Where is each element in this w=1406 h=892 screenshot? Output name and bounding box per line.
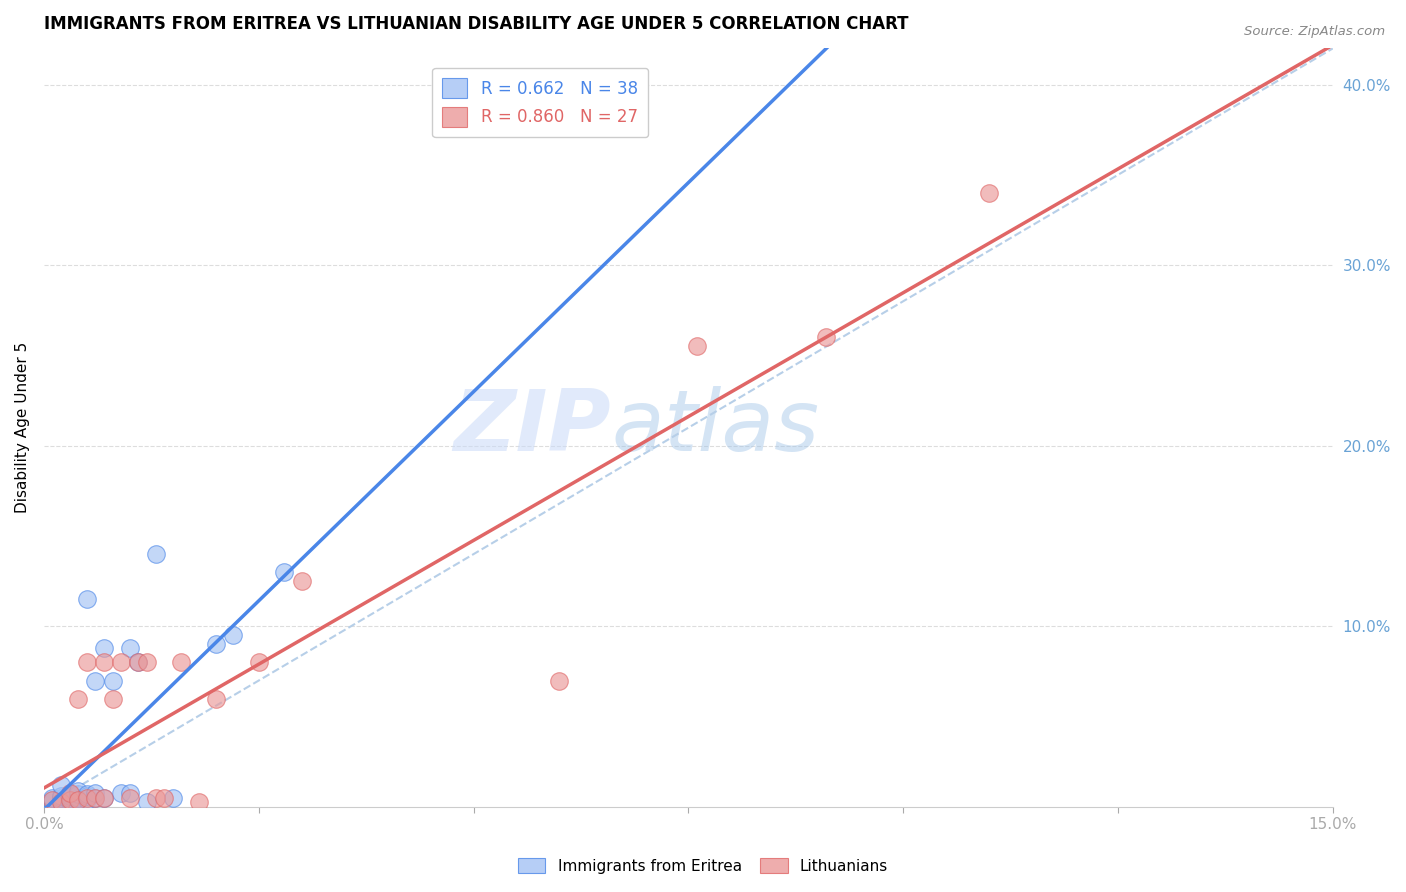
Legend: Immigrants from Eritrea, Lithuanians: Immigrants from Eritrea, Lithuanians <box>512 852 894 880</box>
Point <box>222 628 245 642</box>
Point <box>76 788 98 802</box>
Text: atlas: atlas <box>612 386 820 469</box>
Y-axis label: Disability Age Under 5: Disability Age Under 5 <box>15 343 30 513</box>
Legend: R = 0.662   N = 38, R = 0.860   N = 27: R = 0.662 N = 38, R = 0.860 N = 27 <box>433 68 648 137</box>
Point <box>84 785 107 799</box>
Point <box>76 789 98 804</box>
Point <box>127 656 149 670</box>
Point <box>814 330 837 344</box>
Point <box>110 785 132 799</box>
Point <box>59 795 82 809</box>
Point <box>136 656 159 670</box>
Point <box>67 793 90 807</box>
Point <box>49 795 72 809</box>
Point <box>67 788 90 802</box>
Point <box>67 783 90 797</box>
Point <box>101 691 124 706</box>
Point <box>153 791 176 805</box>
Point <box>84 673 107 688</box>
Point <box>84 791 107 805</box>
Point <box>977 186 1000 200</box>
Point <box>93 656 115 670</box>
Point <box>76 656 98 670</box>
Point <box>49 778 72 792</box>
Point <box>76 592 98 607</box>
Point <box>49 791 72 805</box>
Point <box>67 691 90 706</box>
Point <box>41 795 63 809</box>
Point <box>59 788 82 802</box>
Point <box>67 791 90 805</box>
Point <box>204 691 226 706</box>
Text: IMMIGRANTS FROM ERITREA VS LITHUANIAN DISABILITY AGE UNDER 5 CORRELATION CHART: IMMIGRANTS FROM ERITREA VS LITHUANIAN DI… <box>44 15 908 33</box>
Text: ZIP: ZIP <box>453 386 612 469</box>
Point <box>291 574 314 589</box>
Point <box>41 793 63 807</box>
Point <box>101 673 124 688</box>
Point <box>118 641 141 656</box>
Point <box>59 789 82 804</box>
Point <box>59 793 82 807</box>
Point <box>247 656 270 670</box>
Point <box>93 641 115 656</box>
Point <box>118 791 141 805</box>
Point <box>118 785 141 799</box>
Point <box>59 791 82 805</box>
Point <box>93 791 115 805</box>
Point <box>187 795 209 809</box>
Point <box>49 793 72 807</box>
Point <box>67 793 90 807</box>
Point <box>93 791 115 805</box>
Point <box>41 797 63 811</box>
Point <box>41 793 63 807</box>
Point <box>49 789 72 804</box>
Point <box>204 637 226 651</box>
Point <box>59 785 82 799</box>
Point <box>686 339 709 353</box>
Point <box>76 793 98 807</box>
Point <box>548 673 571 688</box>
Point <box>145 791 167 805</box>
Point <box>84 791 107 805</box>
Text: Source: ZipAtlas.com: Source: ZipAtlas.com <box>1244 25 1385 38</box>
Point <box>162 791 184 805</box>
Point <box>76 791 98 805</box>
Point <box>41 791 63 805</box>
Point <box>49 795 72 809</box>
Point <box>145 547 167 561</box>
Point <box>273 565 295 579</box>
Point <box>136 795 159 809</box>
Point <box>127 656 149 670</box>
Point <box>110 656 132 670</box>
Point <box>59 793 82 807</box>
Point <box>170 656 193 670</box>
